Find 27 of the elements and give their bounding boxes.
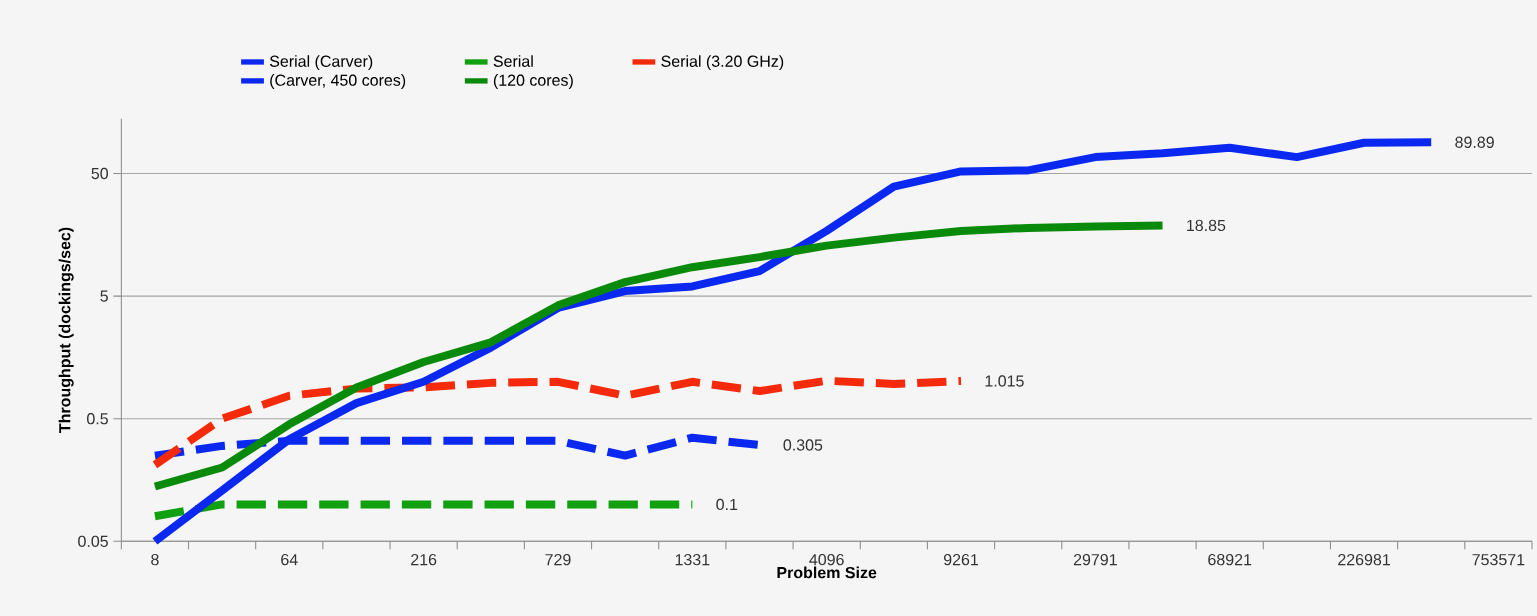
x-tick-label: 216 <box>411 553 437 566</box>
data-label: 18.85 <box>1187 219 1226 232</box>
x-tick-label: 1331 <box>675 553 710 566</box>
y-tick-label: 5 <box>100 290 108 302</box>
legend-label: Serial <box>493 55 533 67</box>
x-tick-label: 9261 <box>943 553 979 566</box>
x-tick-label: 29791 <box>1073 553 1117 566</box>
data-label: 0.305 <box>783 439 823 451</box>
y-axis-title: Throughput (dockings/sec) <box>58 227 74 433</box>
x-tick-label: 226981 <box>1338 553 1390 566</box>
y-tick-label: 0.5 <box>87 413 108 425</box>
y-tick-label: 0.05 <box>78 535 108 547</box>
data-label: 0.1 <box>716 498 738 511</box>
y-tick-label: 50 <box>91 167 109 180</box>
x-tick-label: 64 <box>281 553 298 566</box>
x-tick-label: 68921 <box>1208 553 1252 566</box>
legend-label: Serial (Carver) <box>269 55 373 71</box>
x-tick-label: 753571 <box>1472 553 1525 566</box>
x-tick-label: 729 <box>545 553 571 566</box>
legend-label: Serial (3.20 GHz) <box>661 55 784 71</box>
legend-label: (120 cores) <box>493 74 573 89</box>
x-tick-label: 8 <box>151 553 159 566</box>
data-label: 89.89 <box>1455 136 1494 148</box>
data-label: 1.015 <box>985 375 1024 387</box>
x-axis-title: Problem Size <box>777 566 877 579</box>
legend-label: (Carver, 450 cores) <box>270 74 406 89</box>
x-tick-label: 4096 <box>809 553 844 566</box>
